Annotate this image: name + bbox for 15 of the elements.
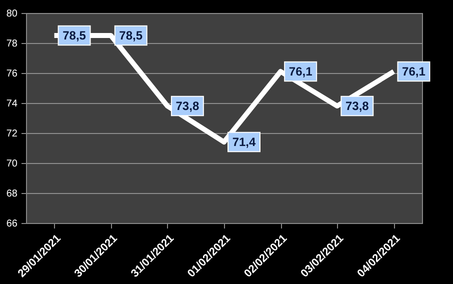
data-label: 71,4 bbox=[232, 135, 256, 149]
y-tick-label: 72 bbox=[6, 128, 18, 140]
y-tick-label: 74 bbox=[6, 98, 18, 110]
data-label: 73,8 bbox=[345, 99, 370, 113]
data-label: 76,1 bbox=[288, 64, 313, 78]
y-tick-label: 78 bbox=[6, 38, 18, 50]
data-label: 78,5 bbox=[62, 28, 86, 42]
data-label: 78,5 bbox=[119, 28, 143, 42]
y-tick-label: 80 bbox=[6, 8, 18, 20]
data-label: 73,8 bbox=[176, 99, 200, 113]
y-tick-label: 66 bbox=[6, 218, 18, 230]
data-label: 76,1 bbox=[402, 64, 426, 78]
y-tick-label: 76 bbox=[6, 68, 18, 80]
y-tick-label: 68 bbox=[6, 188, 18, 200]
y-tick-label: 70 bbox=[6, 158, 18, 170]
